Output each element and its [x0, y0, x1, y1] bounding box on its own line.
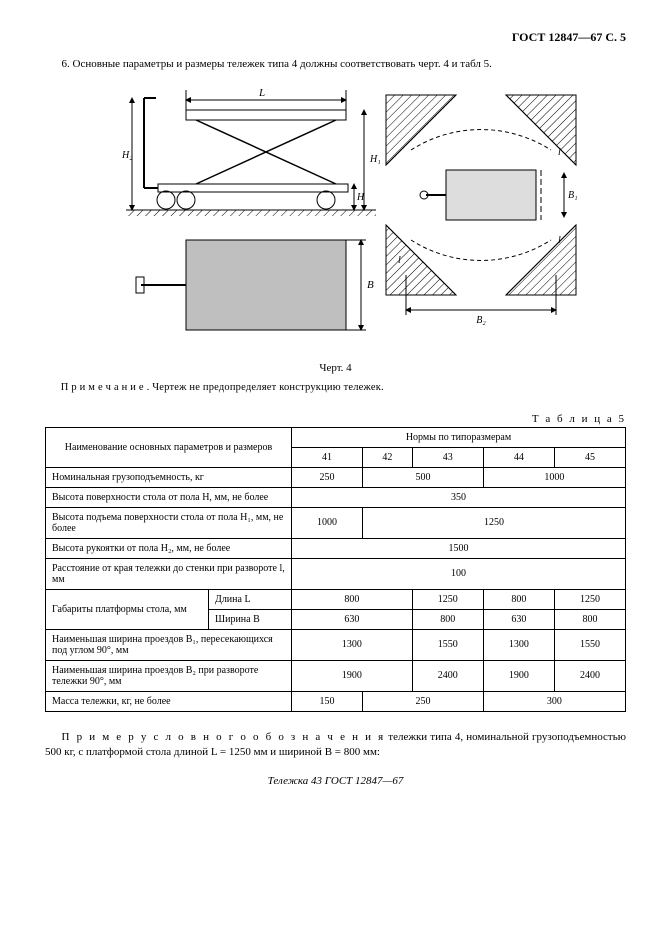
r8-b: 2400 [412, 660, 483, 691]
r6a-d: 1250 [554, 589, 625, 609]
r4-name: Высота рукоятки от пола H₂, мм, не более [46, 538, 292, 558]
r9-b: 250 [363, 691, 484, 711]
r1-b: 500 [363, 467, 484, 487]
r6b-c: 630 [483, 609, 554, 629]
diagram-svg: L H₁ H H₂ B [86, 80, 586, 355]
figure-note: П р и м е ч а н и е . Чертеж не предопре… [45, 382, 626, 393]
r3-name: Высота подъема поверхности стола от пола… [46, 507, 292, 538]
r9-c: 300 [483, 691, 625, 711]
th-size-45: 45 [554, 447, 625, 467]
th-norms: Нормы по типоразмерам [292, 427, 626, 447]
r6a-a: 800 [292, 589, 413, 609]
r7-name: Наименьшая ширина проездов B₁, пересекаю… [46, 629, 292, 660]
r5-v: 100 [292, 558, 626, 589]
th-param: Наименование основных параметров и разме… [46, 427, 292, 467]
r6a-c: 800 [483, 589, 554, 609]
r7-c: 1300 [483, 629, 554, 660]
page-header-code: ГОСТ 12847—67 С. 5 [45, 30, 626, 45]
th-size-43: 43 [412, 447, 483, 467]
th-size-42: 42 [363, 447, 413, 467]
note-text: Чертеж не предопределяет конструкцию тел… [149, 382, 383, 393]
r7-b: 1550 [412, 629, 483, 660]
label-H1: H₁ [369, 154, 381, 165]
table-label: Т а б л и ц а 5 [45, 413, 626, 425]
r4-v: 1500 [292, 538, 626, 558]
designation-line: Тележка 43 ГОСТ 12847—67 [45, 775, 626, 787]
r1-c: 1000 [483, 467, 625, 487]
figure-4: L H₁ H H₂ B [45, 80, 626, 358]
r9-name: Масса тележки, кг, не более [46, 691, 292, 711]
r6-name: Габариты платформы стола, мм [46, 589, 209, 629]
r9-a: 150 [292, 691, 363, 711]
params-table: Наименование основных параметров и разме… [45, 427, 626, 712]
r6b-a: 630 [292, 609, 413, 629]
r3-b: 1250 [363, 507, 626, 538]
r8-c: 1900 [483, 660, 554, 691]
top-view: B [136, 240, 374, 330]
label-l3: l [398, 255, 401, 266]
r6a-b: 1250 [412, 589, 483, 609]
r6a-name: Длина L [209, 589, 292, 609]
label-H2: H₂ [121, 150, 133, 161]
example-paragraph: П р и м е р у с л о в н о г о о б о з н … [45, 730, 626, 761]
th-size-44: 44 [483, 447, 554, 467]
label-B1: B₁ [568, 190, 578, 201]
note-prefix: П р и м е ч а н и е . [61, 382, 150, 393]
r3-a: 1000 [292, 507, 363, 538]
corridor-plan: B₂ B₁ l l l [386, 95, 578, 326]
intro-paragraph: 6. Основные параметры и размеры тележек … [45, 57, 626, 72]
label-B2: B₂ [476, 315, 486, 326]
r8-d: 2400 [554, 660, 625, 691]
r7-a: 1300 [292, 629, 413, 660]
label-B: B [367, 279, 374, 291]
r1-name: Номинальная грузоподъемность, кг [46, 467, 292, 487]
r5-name: Расстояние от края тележки до стенки при… [46, 558, 292, 589]
example-prefix: П р и м е р у с л о в н о г о о б о з н … [62, 731, 386, 743]
label-H: H [356, 192, 365, 203]
figure-caption: Черт. 4 [45, 362, 626, 374]
r6b-name: Ширина B [209, 609, 292, 629]
r1-a: 250 [292, 467, 363, 487]
label-L: L [257, 87, 264, 99]
r2-v: 350 [292, 487, 626, 507]
r6b-b: 800 [412, 609, 483, 629]
r8-name: Наименьшая ширина проездов B₂ при развор… [46, 660, 292, 691]
label-l2: l [558, 235, 561, 246]
r7-d: 1550 [554, 629, 625, 660]
r8-a: 1900 [292, 660, 413, 691]
side-elevation: L H₁ H H₂ [121, 87, 381, 216]
label-l1: l [558, 147, 561, 158]
r2-name: Высота поверхности стола от пола H, мм, … [46, 487, 292, 507]
r6b-d: 800 [554, 609, 625, 629]
th-size-41: 41 [292, 447, 363, 467]
